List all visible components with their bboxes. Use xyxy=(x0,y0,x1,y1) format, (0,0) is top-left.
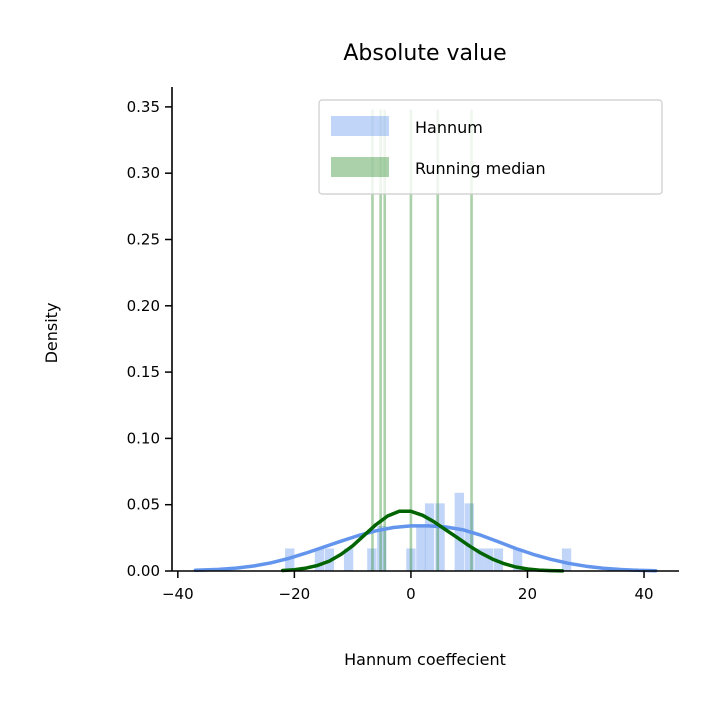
x-tick-label-0: −40 xyxy=(162,585,194,603)
hannum-bar-13 xyxy=(483,548,494,571)
hannum-bar-9 xyxy=(435,503,445,571)
plot-area xyxy=(193,109,658,573)
y-tick-label-0: 0.00 xyxy=(127,562,160,580)
hannum-bar-11 xyxy=(464,503,474,571)
x-ticks: −40 −20 0 20 40 xyxy=(162,571,654,603)
hannum-bar-1 xyxy=(314,548,325,571)
y-tick-label-1: 0.05 xyxy=(127,496,160,514)
y-axis-label: Density xyxy=(42,303,61,364)
legend-swatch-running-median xyxy=(331,157,389,177)
x-tick-label-4: 40 xyxy=(634,585,653,603)
hannum-bar-6 xyxy=(406,548,416,571)
kde-line-hannum xyxy=(193,524,658,573)
y-ticks: 0.00 0.05 0.10 0.15 0.20 0.25 0.30 0.35 xyxy=(127,98,172,580)
y-tick-label-5: 0.25 xyxy=(127,230,160,248)
hannum-bar-12 xyxy=(474,548,484,571)
x-axis-label: Hannum coeffecient xyxy=(344,650,506,669)
y-tick-label-2: 0.10 xyxy=(127,429,160,447)
hannum-bars xyxy=(285,492,572,571)
hannum-bar-7 xyxy=(416,525,426,571)
median-bar-0 xyxy=(371,109,374,571)
axes: −40 −20 0 20 40 0.00 0.05 0.10 0.15 0.20 0.25 0.30… xyxy=(127,87,679,603)
x-tick-label-1: −20 xyxy=(279,585,311,603)
legend: Hannum Running median xyxy=(318,99,663,195)
y-tick-label-3: 0.15 xyxy=(127,363,160,381)
legend-label-running-median: Running median xyxy=(415,159,546,178)
x-tick-label-3: 20 xyxy=(518,585,537,603)
hannum-bar-3 xyxy=(343,548,354,571)
hannum-bar-5 xyxy=(377,525,387,571)
legend-label-hannum: Hannum xyxy=(415,118,483,137)
hannum-bar-15 xyxy=(512,548,523,571)
median-bar-4 xyxy=(436,109,440,571)
hannum-bar-8 xyxy=(424,503,435,571)
hannum-bar-10 xyxy=(454,492,464,571)
median-bar-3 xyxy=(409,109,413,571)
hannum-bar-16 xyxy=(561,548,572,571)
median-bar-2 xyxy=(383,109,387,571)
median-bar-1 xyxy=(379,109,382,571)
x-tick-label-2: 0 xyxy=(406,585,416,603)
median-bar-5 xyxy=(470,109,473,571)
kde-lines xyxy=(193,509,658,573)
y-tick-label-7: 0.35 xyxy=(127,98,160,116)
y-tick-label-4: 0.20 xyxy=(127,297,160,315)
y-tick-label-6: 0.30 xyxy=(127,164,160,182)
chart-title: Absolute value xyxy=(343,41,506,66)
median-bars xyxy=(371,109,473,571)
hannum-bar-4 xyxy=(367,548,377,571)
legend-frame xyxy=(318,99,663,195)
kde-line-running-median xyxy=(280,509,565,573)
legend-swatch-hannum xyxy=(331,116,389,136)
